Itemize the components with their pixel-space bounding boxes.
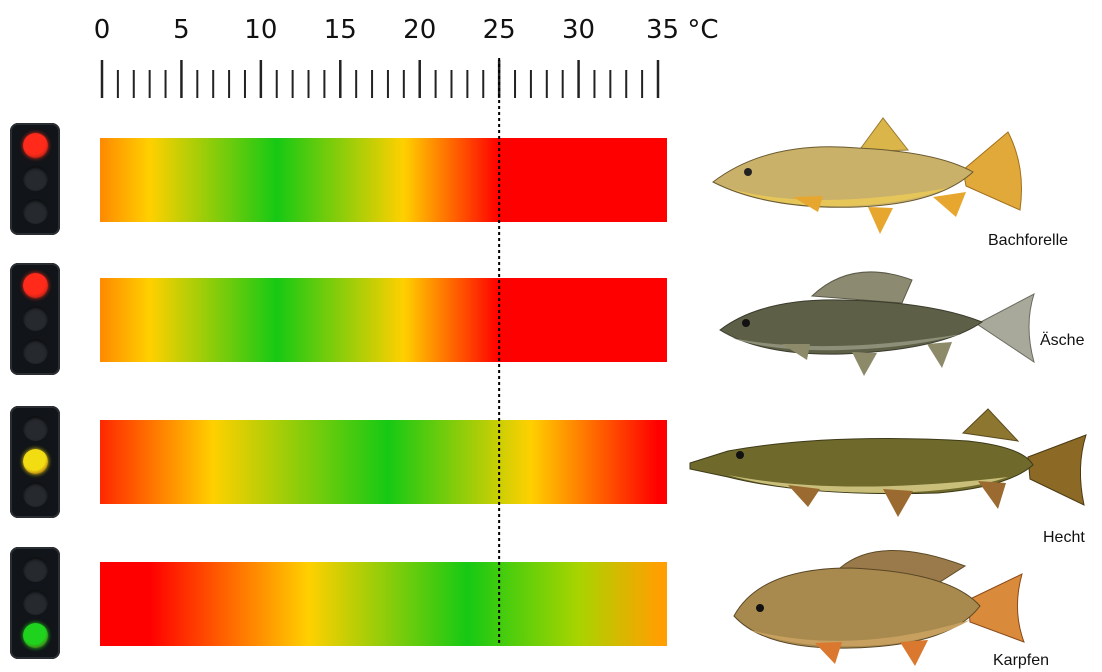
fish-name-label: Äsche [1040, 332, 1085, 349]
tick-label: 20 [403, 15, 436, 45]
traffic-light-red-lamp [23, 557, 48, 582]
traffic-light-green-lamp [23, 482, 48, 507]
traffic-light-green-lamp [23, 623, 48, 648]
traffic-light-icon [10, 263, 60, 375]
tick-label: 10 [244, 15, 277, 45]
pike-icon [689, 408, 1087, 517]
fish-name-label: Karpfen [993, 652, 1050, 669]
traffic-light-red-lamp [23, 416, 48, 441]
temperature-gradient-bar [100, 562, 667, 646]
traffic-light-yellow-lamp [23, 166, 48, 191]
tick-label: 25 [483, 15, 516, 45]
traffic-light-icon [10, 123, 60, 235]
tick-label: 0 [94, 15, 111, 45]
tick-label: 30 [562, 15, 595, 45]
fish-name-label: Hecht [1043, 529, 1085, 546]
temperature-gradient-bar [100, 278, 667, 362]
tick-label: 15 [324, 15, 357, 45]
tick-label: 35 °C [646, 15, 719, 45]
traffic-light-icon [10, 406, 60, 518]
traffic-light-green-lamp [23, 339, 48, 364]
temperature-scale: 0 5 10 15 20 25 30 35 °C [94, 15, 719, 98]
brown-trout-icon [712, 117, 1022, 234]
tick-label: 5 [173, 15, 190, 45]
grayling-icon [719, 271, 1035, 376]
fish-name-label: Bachforelle [988, 232, 1069, 249]
temperature-gradient-bar [100, 138, 667, 222]
carp-icon [733, 550, 1025, 666]
traffic-light-yellow-lamp [23, 590, 48, 615]
temperature-gradient-bar [100, 420, 667, 504]
traffic-light-green-lamp [23, 199, 48, 224]
traffic-light-red-lamp [23, 273, 48, 298]
traffic-light-yellow-lamp [23, 449, 48, 474]
traffic-light-red-lamp [23, 133, 48, 158]
traffic-light-yellow-lamp [23, 306, 48, 331]
traffic-light-icon [10, 547, 60, 659]
